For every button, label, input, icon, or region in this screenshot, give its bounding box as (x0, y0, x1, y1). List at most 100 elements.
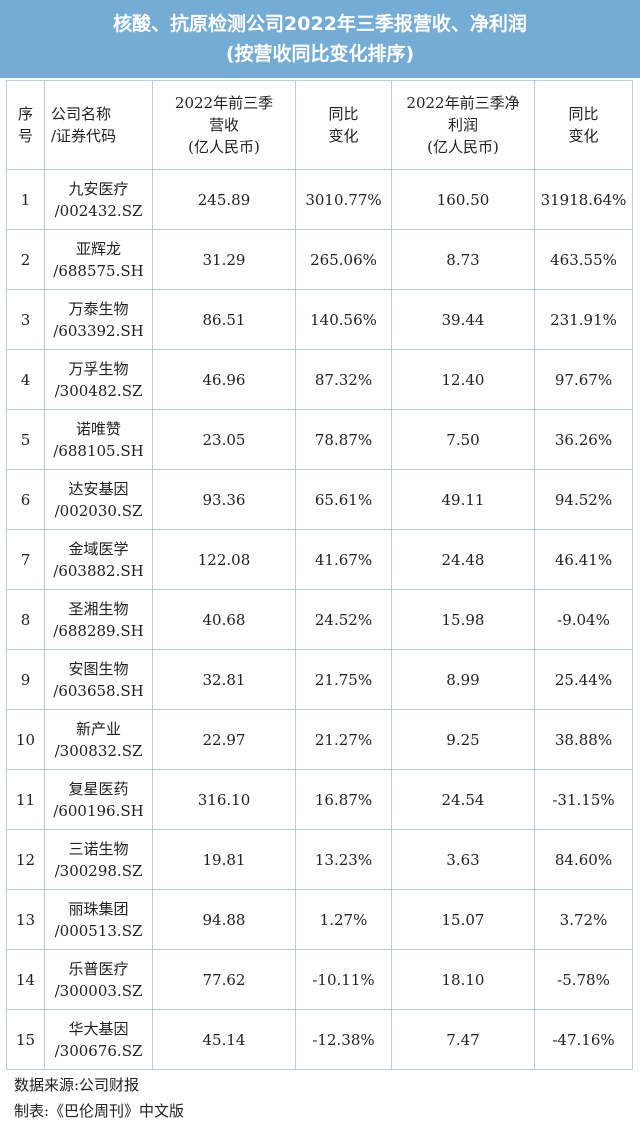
revenue-change-cell-text-1: 87.32% (314, 370, 373, 389)
header-revenue-line3: (亿人民币) (188, 138, 260, 156)
revenue-cell: 94.88 (152, 889, 296, 950)
company-cell-text-2: /300676.SZ (54, 1041, 143, 1060)
revenue-change-cell: 21.27% (295, 709, 392, 770)
profit-change-cell-text-1: 94.52% (554, 490, 613, 509)
profit-change-cell-text-1: 463.55% (550, 250, 617, 269)
company-cell: 安图生物/603658.SH (44, 649, 153, 710)
idx-cell: 4 (6, 349, 45, 410)
header-profit-change-line1: 同比 (568, 105, 599, 123)
profit-change-cell-text-1: 25.44% (554, 670, 613, 689)
revenue-change-cell-text-1: 21.75% (314, 670, 373, 689)
header-seq-line2: 号 (17, 127, 33, 145)
profit-change-cell-text-1: -9.04% (557, 610, 610, 629)
header-revenue-change: 同比 变化 (295, 80, 392, 170)
table-row: 7 金域医学/603882.SH 122.08 41.67% 24.48 46.41% (6, 529, 633, 590)
table-row: 13 丽珠集团/000513.SZ 94.88 1.27% 15.07 3.72% (6, 889, 633, 950)
profit-cell: 8.73 (391, 229, 535, 290)
profit-change-cell-text-1: 84.60% (554, 850, 613, 869)
revenue-cell: 19.81 (152, 829, 296, 890)
table-row: 15 华大基因/300676.SZ 45.14 -12.38% 7.47 -47.16% (6, 1009, 633, 1070)
idx-cell-text-1: 9 (20, 670, 31, 689)
revenue-cell: 23.05 (152, 409, 296, 470)
idx-cell: 1 (6, 169, 45, 230)
table-row: 2 亚辉龙/688575.SH 31.29 265.06% 8.73 463.55% (6, 229, 633, 290)
revenue-cell-text-1: 40.68 (202, 610, 246, 629)
profit-change-cell: 231.91% (534, 289, 633, 350)
header-revenue: 2022年前三季 营收 (亿人民币) (152, 80, 296, 170)
profit-change-cell: 97.67% (534, 349, 633, 410)
profit-cell: 24.48 (391, 529, 535, 590)
revenue-change-cell: 265.06% (295, 229, 392, 290)
idx-cell-text-1: 5 (20, 430, 31, 449)
table-row: 3 万泰生物/603392.SH 86.51 140.56% 39.44 231.91% (6, 289, 633, 350)
profit-cell-text-1: 8.73 (446, 250, 480, 269)
revenue-cell: 93.36 (152, 469, 296, 530)
idx-cell: 15 (6, 1009, 45, 1070)
idx-cell-text-1: 2 (20, 250, 31, 269)
profit-change-cell: 31918.64% (534, 169, 633, 230)
idx-cell-text-1: 11 (15, 790, 36, 809)
profit-cell: 9.25 (391, 709, 535, 770)
profit-change-cell: -9.04% (534, 589, 633, 650)
profit-change-cell: 36.26% (534, 409, 633, 470)
profit-cell: 24.54 (391, 769, 535, 830)
table-row: 10 新产业/300832.SZ 22.97 21.27% 9.25 38.88% (6, 709, 633, 770)
profit-change-cell: -31.15% (534, 769, 633, 830)
idx-cell: 6 (6, 469, 45, 530)
company-cell-text-2: /002432.SZ (54, 201, 143, 220)
profit-cell-text-1: 12.40 (441, 370, 485, 389)
revenue-cell-text-1: 22.97 (202, 730, 246, 749)
company-cell-text-1: 九安医疗 (68, 179, 129, 198)
company-cell: 华大基因/300676.SZ (44, 1009, 153, 1070)
profit-change-cell-text-1: -5.78% (557, 970, 610, 989)
profit-cell-text-1: 3.63 (446, 850, 480, 869)
revenue-change-cell-text-1: 65.61% (314, 490, 373, 509)
revenue-change-cell: 13.23% (295, 829, 392, 890)
company-cell-text-2: /300298.SZ (54, 861, 143, 880)
revenue-cell-text-1: 23.05 (202, 430, 246, 449)
table-row: 14 乐普医疗/300003.SZ 77.62 -10.11% 18.10 -5.78% (6, 949, 633, 1010)
company-cell-text-1: 万孚生物 (68, 359, 129, 378)
table-row: 5 诺唯赞/688105.SH 23.05 78.87% 7.50 36.26% (6, 409, 633, 470)
table-row: 6 达安基因/002030.SZ 93.36 65.61% 49.11 94.52% (6, 469, 633, 530)
footer-source: 数据来源:公司财报 (14, 1076, 140, 1094)
profit-cell-text-1: 49.11 (441, 490, 485, 509)
revenue-change-cell: 140.56% (295, 289, 392, 350)
company-cell-text-1: 圣湘生物 (68, 599, 129, 618)
company-cell-text-2: /603882.SH (53, 561, 144, 580)
table-title: 核酸、抗原检测公司2022年三季报营收、净利润 (按营收同比变化排序) (0, 0, 640, 78)
revenue-change-cell: 16.87% (295, 769, 392, 830)
company-cell: 三诺生物/300298.SZ (44, 829, 153, 890)
revenue-change-cell-text-1: -12.38% (312, 1030, 375, 1049)
company-cell-text-1: 丽珠集团 (68, 899, 129, 918)
company-cell-text-2: /603658.SH (53, 681, 144, 700)
header-profit-line3: (亿人民币) (427, 138, 499, 156)
header-rev-change-line2: 变化 (328, 127, 359, 145)
company-cell: 丽珠集团/000513.SZ (44, 889, 153, 950)
profit-cell-text-1: 15.98 (441, 610, 485, 629)
revenue-change-cell-text-1: 265.06% (310, 250, 377, 269)
company-cell-text-2: /688575.SH (53, 261, 144, 280)
idx-cell-text-1: 15 (15, 1030, 36, 1049)
company-cell-text-1: 诺唯赞 (75, 419, 121, 438)
profit-change-cell: -47.16% (534, 1009, 633, 1070)
company-cell-text-1: 三诺生物 (68, 839, 129, 858)
table-row: 9 安图生物/603658.SH 32.81 21.75% 8.99 25.44% (6, 649, 633, 710)
company-cell-text-2: /300482.SZ (54, 381, 143, 400)
company-cell: 达安基因/002030.SZ (44, 469, 153, 530)
profit-change-cell: 25.44% (534, 649, 633, 710)
revenue-cell-text-1: 77.62 (202, 970, 246, 989)
header-revenue-line2: 营收 (208, 116, 239, 134)
idx-cell: 13 (6, 889, 45, 950)
idx-cell: 2 (6, 229, 45, 290)
company-cell-text-1: 金域医学 (68, 539, 129, 558)
company-cell-text-1: 万泰生物 (68, 299, 129, 318)
profit-cell: 49.11 (391, 469, 535, 530)
idx-cell-text-1: 1 (20, 190, 31, 209)
company-cell-text-2: /603392.SH (53, 321, 144, 340)
revenue-change-cell: 3010.77% (295, 169, 392, 230)
revenue-cell-text-1: 86.51 (202, 310, 246, 329)
profit-cell: 7.47 (391, 1009, 535, 1070)
company-cell: 万泰生物/603392.SH (44, 289, 153, 350)
profit-cell: 15.98 (391, 589, 535, 650)
